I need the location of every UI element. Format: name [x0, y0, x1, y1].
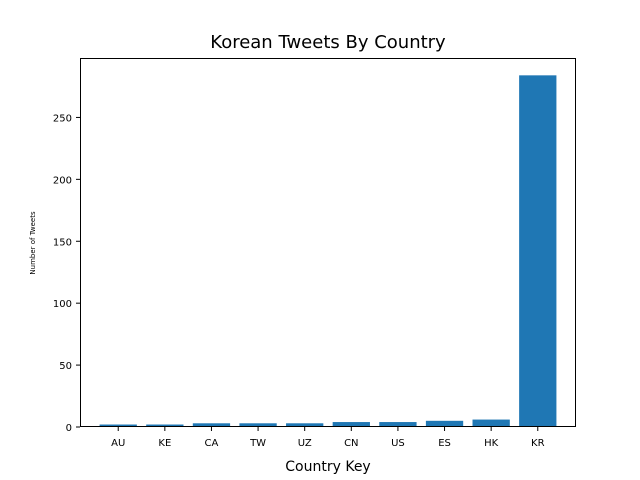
bar-ca: [192, 423, 231, 427]
x-tick-label: KE: [158, 438, 171, 449]
y-axis: 0 50 100 150 200 250: [53, 113, 80, 434]
bar-uz: [286, 423, 324, 427]
bar-cn: [332, 422, 370, 427]
bar-kr: [519, 75, 557, 427]
chart-title: Korean Tweets By Country: [210, 32, 446, 53]
x-axis-label: Country Key: [285, 459, 370, 475]
y-tick-label: 250: [53, 113, 72, 124]
x-tick-label: HK: [484, 438, 499, 449]
y-tick-label: 150: [53, 237, 72, 248]
x-tick-label: KR: [531, 438, 545, 449]
bar-es: [425, 420, 464, 427]
x-tick-label: US: [391, 438, 405, 449]
x-tick-label: ES: [438, 438, 451, 449]
bar-au: [99, 424, 137, 427]
x-tick-label: CN: [344, 438, 358, 449]
x-tick-label: AU: [111, 438, 125, 449]
x-axis: AU KE CA TW UZ CN US ES HK KR: [111, 427, 545, 449]
bar-us: [379, 422, 417, 427]
bars-group: [99, 75, 557, 427]
x-tick-label: UZ: [298, 438, 312, 449]
bar-ke: [146, 424, 184, 427]
bar-hk: [472, 419, 510, 427]
x-tick-label: TW: [249, 438, 266, 449]
bar-tw: [239, 423, 277, 427]
y-axis-label: Number of Tweets: [29, 211, 37, 275]
y-tick-label: 50: [59, 361, 72, 372]
x-tick-label: CA: [205, 438, 219, 449]
plot-frame: [80, 58, 576, 427]
y-tick-label: 0: [66, 423, 72, 434]
y-tick-label: 100: [53, 299, 72, 310]
y-tick-label: 200: [53, 175, 72, 186]
